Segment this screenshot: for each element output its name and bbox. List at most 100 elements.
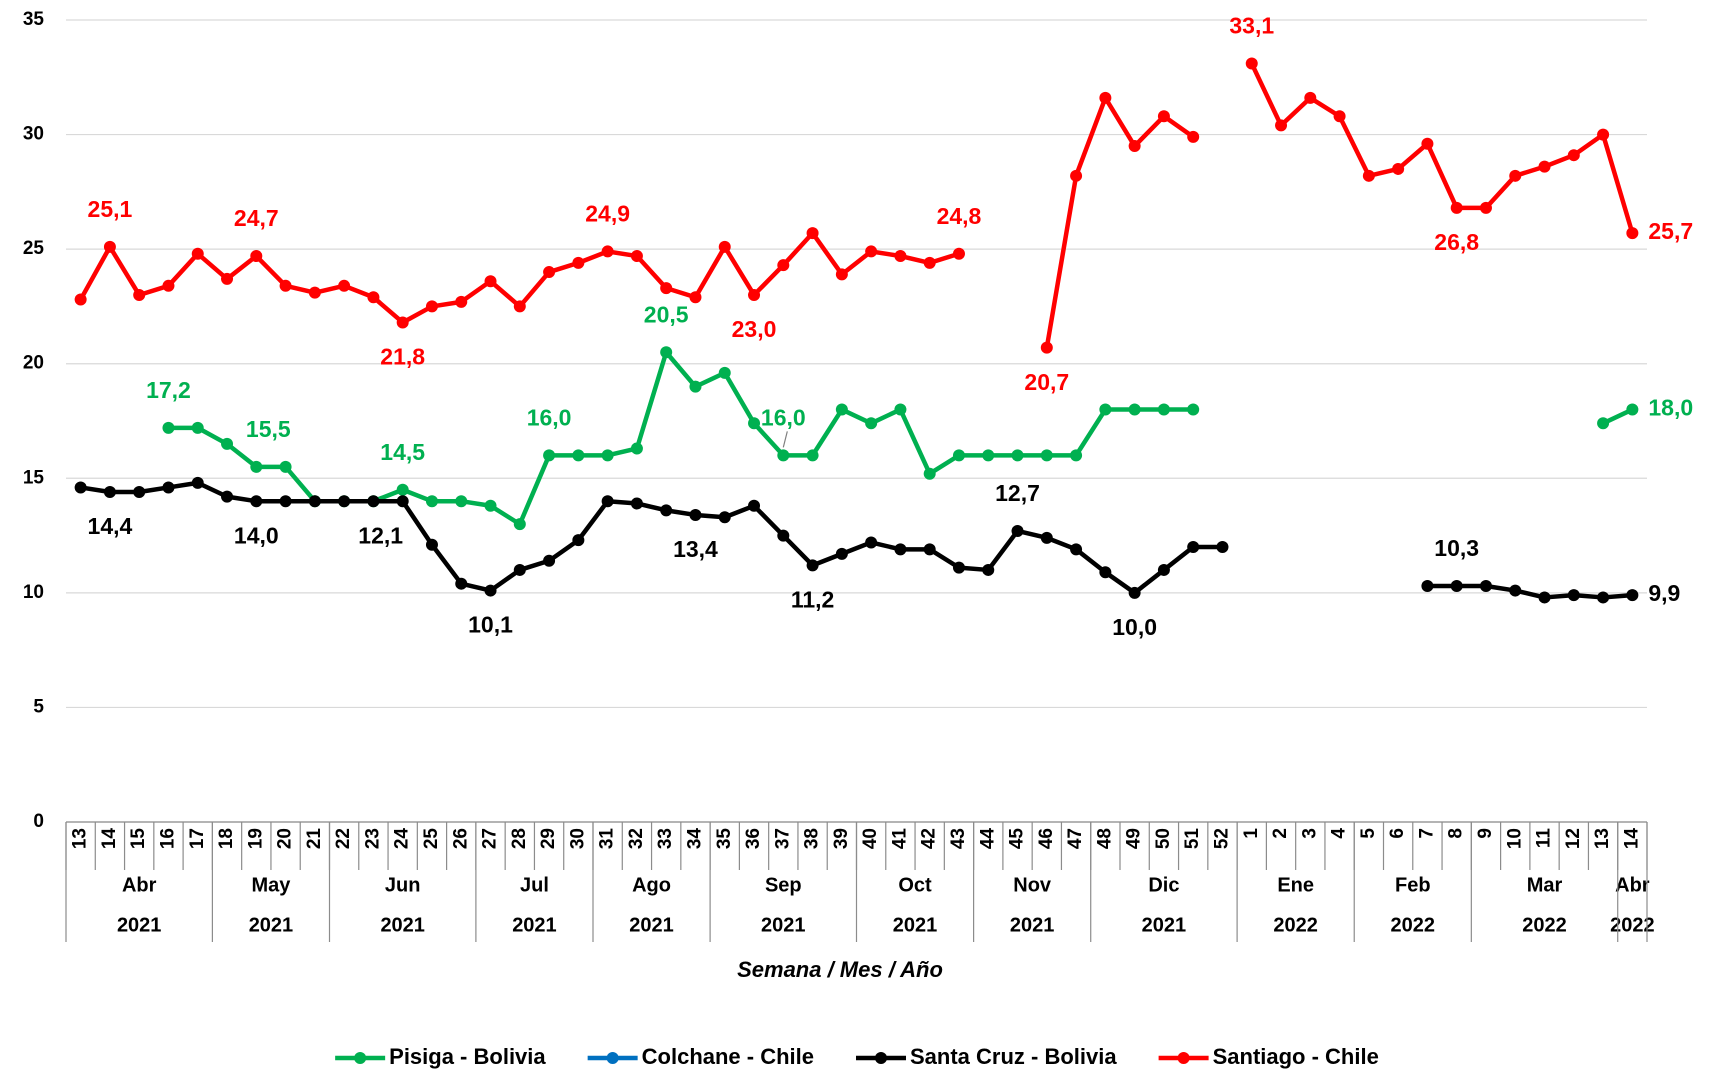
series-marker: [1128, 140, 1141, 153]
series-marker: [396, 316, 409, 329]
series-marker: [1157, 563, 1170, 576]
data-label: 14,4: [88, 513, 133, 539]
x-tick-label: 11: [1534, 828, 1555, 849]
series-marker: [806, 449, 819, 462]
series-marker: [923, 467, 936, 480]
series-marker: [660, 346, 673, 359]
series-marker: [455, 295, 468, 308]
series-marker: [221, 272, 234, 285]
data-label: 20,7: [1024, 369, 1069, 395]
month-label: May: [251, 874, 291, 896]
series-marker: [455, 495, 468, 508]
x-tick-label: 22: [333, 828, 354, 849]
year-label: 2022: [1273, 914, 1318, 936]
data-label: 18,0: [1648, 395, 1693, 421]
x-tick-label: 38: [802, 828, 823, 849]
series-marker: [455, 577, 468, 590]
y-tick-label: 20: [23, 353, 44, 374]
series-marker: [191, 476, 204, 489]
x-tick-label: 18: [216, 828, 237, 849]
x-tick-label: 42: [919, 828, 940, 849]
data-label: 25,7: [1648, 218, 1693, 244]
x-tick-label: 50: [1153, 828, 1174, 849]
series-marker: [103, 240, 116, 253]
x-tick-label: 37: [772, 828, 793, 849]
year-label: 2021: [1010, 914, 1055, 936]
y-tick-label: 10: [23, 582, 44, 603]
series-marker: [777, 529, 790, 542]
series-marker: [894, 403, 907, 416]
series-marker: [952, 247, 965, 260]
series-line: [80, 480, 1223, 596]
series-marker: [1099, 566, 1112, 579]
x-tick-label: 41: [889, 828, 910, 850]
year-label: 2021: [629, 914, 674, 936]
series-marker: [308, 495, 321, 508]
series-marker: [1479, 201, 1492, 214]
series-marker: [777, 449, 790, 462]
x-tick-label: 29: [538, 828, 559, 849]
series-marker: [484, 499, 497, 512]
series-marker: [74, 481, 87, 494]
series-marker: [982, 563, 995, 576]
legend-label: Colchane - Chile: [642, 1044, 814, 1069]
series-marker: [1245, 57, 1258, 70]
series-marker: [601, 495, 614, 508]
series-marker: [1450, 201, 1463, 214]
year-label: 2022: [1610, 914, 1655, 936]
series-marker: [572, 256, 585, 269]
series-marker: [748, 417, 761, 430]
series-marker: [250, 250, 263, 263]
data-label: 14,5: [380, 439, 425, 465]
data-label: 9,9: [1648, 580, 1680, 606]
series-marker: [1333, 110, 1346, 123]
data-label: 21,8: [380, 344, 425, 370]
x-tick-label: 14: [1621, 828, 1642, 850]
x-tick-label: 13: [70, 828, 91, 849]
series-marker: [572, 534, 585, 547]
series-marker: [865, 536, 878, 549]
x-tick-label: 9: [1475, 828, 1496, 839]
x-tick-label: 20: [275, 828, 296, 849]
x-tick-label: 7: [1416, 828, 1437, 839]
series-marker: [74, 293, 87, 306]
x-tick-label: 10: [1504, 828, 1525, 849]
series-marker: [689, 291, 702, 304]
data-label: 12,1: [358, 522, 403, 548]
x-tick-label: 36: [743, 828, 764, 849]
month-label: Jun: [385, 874, 421, 896]
series-marker: [425, 538, 438, 551]
series-marker: [1421, 137, 1434, 150]
series-marker: [425, 495, 438, 508]
series-marker: [1597, 128, 1610, 141]
x-tick-label: 12: [1563, 828, 1584, 849]
x-tick-label: 13: [1592, 828, 1613, 849]
x-tick-label: 21: [304, 828, 325, 850]
legend-label: Pisiga - Bolivia: [389, 1044, 546, 1069]
series-marker: [396, 495, 409, 508]
series-marker: [543, 554, 556, 567]
series-marker: [1099, 91, 1112, 104]
series-marker: [1626, 403, 1639, 416]
series-marker: [1011, 524, 1024, 537]
series-marker: [1128, 403, 1141, 416]
x-tick-label: 40: [860, 828, 881, 849]
month-label: Ene: [1277, 874, 1314, 896]
series-marker: [133, 288, 146, 301]
legend-label: Santiago - Chile: [1213, 1044, 1379, 1069]
x-tick-label: 2: [1270, 828, 1291, 839]
series-marker: [1509, 584, 1522, 597]
series-marker: [308, 286, 321, 299]
leader-line: [782, 431, 788, 448]
x-tick-label: 48: [1094, 828, 1115, 849]
series-marker: [133, 486, 146, 499]
series-marker: [806, 559, 819, 572]
series-marker: [1216, 541, 1229, 554]
data-label: 23,0: [732, 316, 777, 342]
data-label: 13,4: [673, 536, 718, 562]
series-marker: [835, 268, 848, 281]
series-marker: [572, 449, 585, 462]
x-tick-label: 27: [480, 828, 501, 849]
series-marker: [1070, 449, 1083, 462]
series-marker: [748, 288, 761, 301]
